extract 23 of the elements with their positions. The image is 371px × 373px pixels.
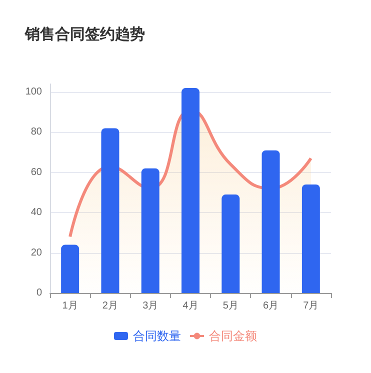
bar	[141, 168, 160, 293]
bar	[222, 194, 240, 293]
y-tick-label: 100	[25, 86, 42, 98]
y-tick-label: 80	[30, 126, 42, 138]
bar	[262, 150, 280, 293]
x-tick-label: 7月	[303, 300, 319, 312]
y-tick-label: 0	[36, 288, 42, 298]
x-tick-label: 4月	[182, 300, 198, 312]
bar	[302, 184, 320, 293]
bar	[182, 88, 200, 293]
bar	[101, 128, 120, 293]
x-tick-label: 5月	[222, 300, 238, 312]
y-tick-label: 60	[30, 166, 42, 178]
x-tick-label: 1月	[62, 300, 78, 312]
legend-label: 合同数量	[133, 329, 181, 343]
y-tick-label: 40	[30, 207, 42, 218]
x-tick-label: 3月	[142, 300, 158, 312]
bar	[61, 244, 80, 293]
y-tick-label: 20	[30, 247, 42, 258]
x-tick-label: 6月	[263, 300, 279, 312]
x-tick-label: 2月	[102, 300, 118, 312]
chart-title: 销售合同签约趋势	[24, 26, 145, 43]
legend-label: 合同金额	[209, 329, 257, 343]
